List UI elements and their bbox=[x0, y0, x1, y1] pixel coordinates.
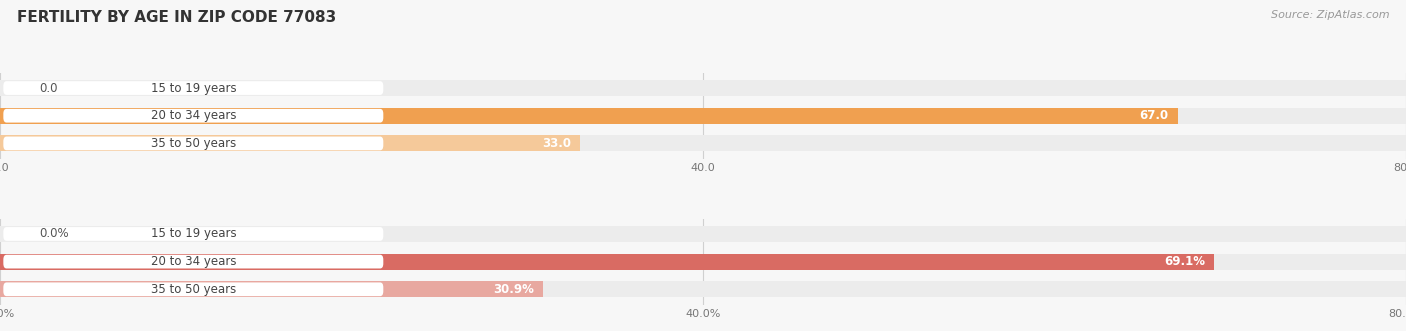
Bar bbox=[0, 254, 1406, 270]
Bar bbox=[0, 108, 1406, 124]
Text: Source: ZipAtlas.com: Source: ZipAtlas.com bbox=[1271, 10, 1389, 20]
Text: 67.0: 67.0 bbox=[1140, 109, 1168, 122]
FancyBboxPatch shape bbox=[3, 282, 384, 296]
Text: FERTILITY BY AGE IN ZIP CODE 77083: FERTILITY BY AGE IN ZIP CODE 77083 bbox=[17, 10, 336, 25]
Bar bbox=[0, 108, 1177, 124]
Text: 0.0: 0.0 bbox=[39, 81, 58, 95]
Bar bbox=[0, 254, 1215, 270]
Text: 15 to 19 years: 15 to 19 years bbox=[150, 81, 236, 95]
Bar bbox=[0, 226, 1406, 242]
Bar bbox=[0, 281, 1406, 297]
Text: 20 to 34 years: 20 to 34 years bbox=[150, 109, 236, 122]
Text: 0.0%: 0.0% bbox=[39, 227, 69, 240]
Bar bbox=[0, 135, 1406, 152]
Bar bbox=[0, 80, 1406, 96]
FancyBboxPatch shape bbox=[3, 227, 384, 241]
Bar bbox=[0, 135, 581, 152]
Text: 15 to 19 years: 15 to 19 years bbox=[150, 227, 236, 240]
Text: 35 to 50 years: 35 to 50 years bbox=[150, 137, 236, 150]
FancyBboxPatch shape bbox=[3, 255, 384, 268]
Text: 69.1%: 69.1% bbox=[1164, 255, 1205, 268]
Text: 30.9%: 30.9% bbox=[494, 283, 534, 296]
FancyBboxPatch shape bbox=[3, 109, 384, 122]
Bar bbox=[0, 281, 543, 297]
FancyBboxPatch shape bbox=[3, 137, 384, 150]
Text: 35 to 50 years: 35 to 50 years bbox=[150, 283, 236, 296]
Text: 20 to 34 years: 20 to 34 years bbox=[150, 255, 236, 268]
Text: 33.0: 33.0 bbox=[543, 137, 571, 150]
FancyBboxPatch shape bbox=[3, 81, 384, 95]
